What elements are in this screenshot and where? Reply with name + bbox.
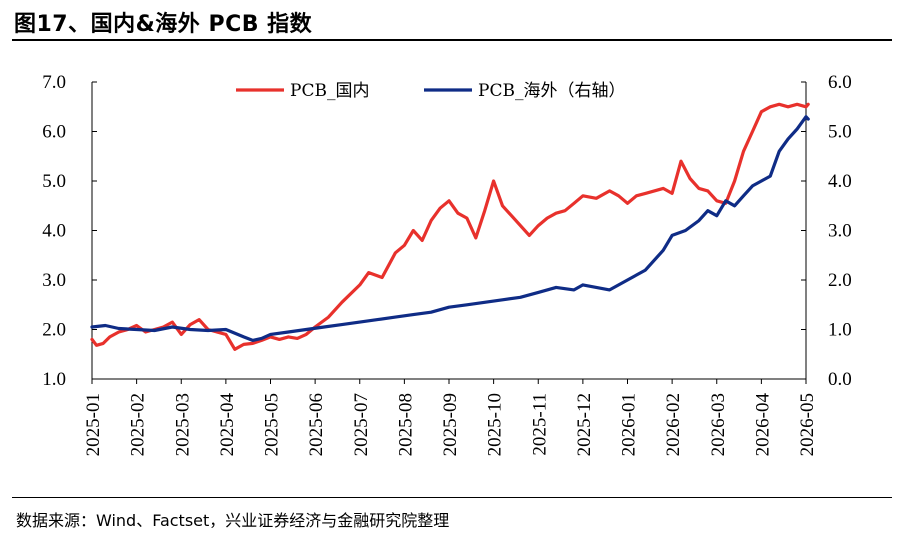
right-tick-label: 3.0 bbox=[828, 221, 852, 242]
left-tick-label: 2.0 bbox=[42, 320, 66, 341]
series-line-overseas bbox=[90, 115, 810, 342]
x-tick-label: 2025-08 bbox=[395, 393, 416, 456]
right-tick-label: 5.0 bbox=[828, 122, 852, 143]
source-note: 数据来源：Wind、Factset，兴业证券经济与金融研究院整理 bbox=[16, 511, 450, 530]
x-tick-label: 2026-03 bbox=[708, 393, 729, 456]
x-tick-label: 2026-04 bbox=[752, 393, 773, 457]
right-tick-label: 0.0 bbox=[828, 369, 852, 390]
left-tick-label: 6.0 bbox=[42, 122, 66, 143]
x-tick-label: 2025-04 bbox=[217, 393, 238, 457]
legend-label: PCB_国内 bbox=[290, 81, 369, 101]
x-tick-label: 2025-01 bbox=[83, 393, 104, 456]
left-tick-label: 1.0 bbox=[42, 369, 66, 390]
x-tick-label: 2025-05 bbox=[262, 393, 283, 456]
series-line-domestic bbox=[90, 102, 810, 351]
x-tick-label: 2025-10 bbox=[485, 393, 506, 456]
x-tick-label: 2025-06 bbox=[306, 393, 327, 456]
right-tick-label: 6.0 bbox=[828, 72, 852, 93]
figure-title: 图17、国内&海外 PCB 指数 bbox=[14, 12, 313, 37]
x-tick-label: 2026-01 bbox=[619, 393, 640, 456]
x-tick-label: 2025-11 bbox=[529, 393, 550, 456]
series-lines bbox=[90, 102, 810, 351]
x-tick-label: 2026-05 bbox=[797, 393, 818, 456]
x-tick-label: 2025-07 bbox=[351, 393, 372, 456]
axes: 1.0 2.0 3.0 4.0 5.0 6.0 7.0 0.0 1.0 2.0 3.0 4.0 5.0 6… bbox=[42, 72, 852, 456]
left-tick-label: 7.0 bbox=[42, 72, 66, 93]
x-tick-label: 2025-09 bbox=[440, 393, 461, 456]
source-rule bbox=[12, 497, 892, 498]
right-tick-label: 2.0 bbox=[828, 270, 852, 291]
legend-label: PCB_海外（右轴） bbox=[478, 81, 625, 101]
right-tick-label: 4.0 bbox=[828, 171, 852, 192]
left-tick-label: 3.0 bbox=[42, 270, 66, 291]
title-rule bbox=[12, 39, 892, 41]
legend: PCB_国内 PCB_海外（右轴） bbox=[236, 81, 625, 101]
x-tick-label: 2025-03 bbox=[172, 393, 193, 456]
x-tick-label: 2025-12 bbox=[574, 393, 595, 456]
left-tick-label: 5.0 bbox=[42, 171, 66, 192]
x-tick-label: 2026-02 bbox=[663, 393, 684, 456]
x-tick-label: 2025-02 bbox=[128, 393, 149, 456]
left-tick-label: 4.0 bbox=[42, 221, 66, 242]
right-tick-label: 1.0 bbox=[828, 320, 852, 341]
